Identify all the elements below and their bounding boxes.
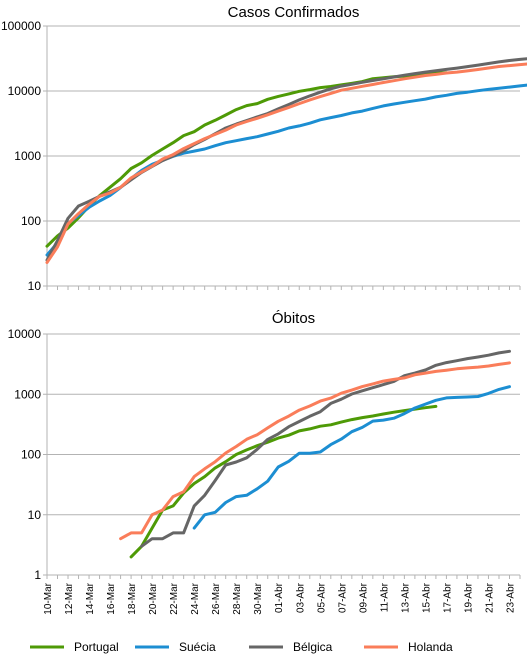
x-tick-label: 03-Abr — [295, 582, 306, 613]
x-tick-label: 15-Abr — [421, 582, 432, 613]
x-tick-label: 05-Abr — [316, 582, 327, 613]
y-tick-label: 100 — [21, 448, 41, 462]
y-tick-label: 10 — [28, 508, 42, 522]
legend: Portugal Suécia Bélgica Holanda — [30, 640, 453, 654]
chart-title: Óbitos — [272, 310, 315, 327]
x-tick-label: 19-Abr — [463, 582, 474, 613]
series-line-portugal — [45, 71, 448, 248]
x-tick-label: 20-Mar — [148, 582, 159, 614]
y-tick-label: 1 — [34, 568, 41, 582]
y-tick-label: 100 — [21, 214, 41, 228]
y-tick-label: 1000 — [14, 387, 41, 401]
legend-item-holanda: Holanda — [364, 640, 453, 654]
series-line-portugal — [129, 404, 438, 559]
y-tick-label: 1000 — [14, 149, 41, 163]
x-tick-label: 22-Mar — [169, 582, 180, 614]
legend-label: Bélgica — [293, 640, 333, 654]
series-line-holanda — [119, 361, 511, 541]
x-tick-label: 13-Abr — [400, 582, 411, 613]
x-tick-label: 24-Mar — [190, 582, 201, 614]
confirmed-cases-panel: Casos Confirmados 10 100 1000 10000 100000 — [1, 4, 527, 293]
legend-item-portugal: Portugal — [30, 640, 119, 654]
series-line-belgica — [45, 57, 527, 262]
y-tick-label: 10 — [28, 279, 42, 293]
x-tick-label: 26-Mar — [211, 582, 222, 614]
x-tick-label: 14-Mar — [85, 582, 96, 614]
x-tick-label: 30-Mar — [253, 582, 264, 614]
legend-item-belgica: Bélgica — [249, 640, 333, 654]
x-tick-label: 11-Abr — [379, 582, 390, 612]
chart-title: Casos Confirmados — [228, 4, 360, 21]
series-line-holanda — [45, 62, 527, 264]
x-tick-label: 17-Abr — [442, 582, 453, 613]
x-tick-label: 09-Abr — [358, 582, 369, 613]
x-tick-label: 18-Mar — [127, 582, 138, 614]
deaths-panel: Óbitos 1 10 100 1000 10000 — [8, 310, 521, 582]
series-line-suecia — [192, 385, 511, 530]
shared-x-axis: 10-Mar 12-Mar 14-Mar 16-Mar 18-Mar 20-Mar 22-M… — [43, 582, 516, 614]
x-tick-label: 28-Mar — [232, 582, 243, 614]
legend-label: Suécia — [179, 640, 216, 654]
legend-label: Holanda — [408, 640, 453, 654]
x-tick-label: 10-Mar — [43, 582, 54, 614]
series-line-suecia — [45, 83, 527, 257]
y-tick-label: 100000 — [1, 19, 41, 33]
x-tick-label: 07-Abr — [337, 582, 348, 613]
x-tick-label: 16-Mar — [106, 582, 117, 614]
x-tick-label: 23-Abr — [505, 582, 516, 613]
y-tick-label: 10000 — [8, 84, 42, 98]
legend-item-suecia: Suécia — [135, 640, 216, 654]
series-line-belgica — [140, 349, 511, 548]
y-tick-label: 10000 — [8, 327, 42, 341]
x-tick-label: 21-Abr — [484, 582, 495, 613]
x-tick-label: 12-Mar — [64, 582, 75, 614]
legend-label: Portugal — [74, 640, 119, 654]
x-tick-label: 01-Abr — [274, 582, 285, 613]
